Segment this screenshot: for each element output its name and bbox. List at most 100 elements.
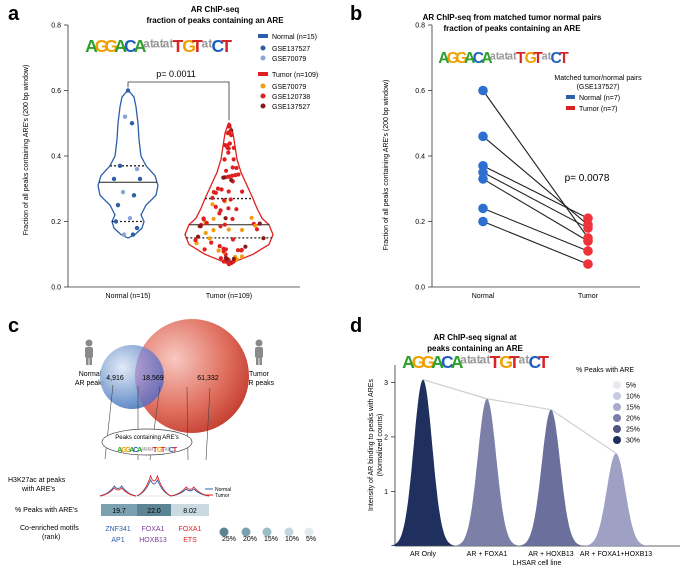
track-legend-normal: Normal bbox=[215, 487, 231, 493]
logo-letter: C bbox=[551, 50, 562, 67]
tumor-data-point bbox=[234, 165, 239, 171]
pair-line bbox=[482, 90, 589, 239]
panel-b: b AR ChIP-seq from matched tumor normal … bbox=[350, 3, 642, 300]
peak-connector-line bbox=[422, 379, 617, 454]
logo-letter: ᵃᵗ bbox=[542, 50, 552, 67]
panel-a-ytick-label: 0.2 bbox=[51, 219, 61, 226]
venn-tumor-label-1: Tumor bbox=[249, 371, 270, 378]
logo-letter: C bbox=[529, 352, 542, 372]
pct-value-3: 8.02 bbox=[183, 508, 197, 515]
tumor-data-point bbox=[227, 141, 232, 146]
logo-letter: T bbox=[192, 36, 203, 56]
tumor-data-point bbox=[227, 123, 232, 128]
tumor-data-point bbox=[204, 220, 209, 226]
tumor-data-point bbox=[202, 247, 207, 252]
pair-line bbox=[482, 178, 589, 242]
logo-letter: T bbox=[173, 445, 178, 454]
pct-scale: 25% 20% 15% 10% 5% bbox=[219, 527, 316, 543]
normal-data-point bbox=[115, 202, 121, 208]
tumor-data-point bbox=[211, 216, 216, 221]
logo-letter: T bbox=[173, 36, 184, 56]
tumor-data-point bbox=[224, 168, 229, 173]
logo-letter: A bbox=[481, 50, 492, 67]
intensity-peak bbox=[519, 409, 583, 546]
pair-line bbox=[482, 207, 589, 252]
legend-normal-header: Normal (n=15) bbox=[272, 34, 317, 41]
tumor-data-point bbox=[239, 254, 245, 259]
track-legend-tumor: Tumor bbox=[215, 493, 230, 499]
normal-data-point bbox=[111, 176, 117, 182]
logo-letter: ᵃᵗ bbox=[470, 352, 481, 372]
normal-data-point bbox=[113, 219, 119, 224]
tumor-data-point bbox=[210, 202, 215, 207]
peaks-box-label: Peaks containing ARE's bbox=[115, 435, 179, 441]
panel-a-ytick-label: 0.6 bbox=[51, 88, 61, 95]
legend-label: 20% bbox=[626, 416, 640, 423]
logo-letter: G bbox=[125, 445, 131, 454]
panel-d-subtitle: peaks containing an ARE bbox=[427, 344, 523, 353]
logo-letter: G bbox=[447, 50, 459, 67]
logo-letter: T bbox=[490, 352, 501, 372]
tumor-data-point bbox=[211, 228, 216, 233]
normal-track bbox=[170, 488, 210, 497]
logo-letter: A bbox=[451, 352, 464, 372]
logo-letter: A bbox=[464, 50, 475, 67]
pct-cell-2 bbox=[137, 504, 171, 516]
tumor-data-point bbox=[207, 236, 212, 241]
motif-label-2: (rank) bbox=[42, 534, 60, 541]
legend-normal-item-2: GSE70079 bbox=[272, 56, 306, 63]
logo-letter: C bbox=[473, 50, 484, 67]
tumor-data-point bbox=[223, 216, 228, 221]
tumor-data-point bbox=[239, 227, 245, 233]
venn-normal-label-1: Normal bbox=[79, 371, 102, 378]
paired-lines bbox=[478, 85, 593, 269]
legend-normal-dot-2 bbox=[260, 55, 266, 61]
panel-b-ytick-label: 0.2 bbox=[415, 219, 425, 226]
panel-d-ytick-label: 1 bbox=[384, 489, 388, 496]
panel-b-legend: Matched tumor/normal pairs (GSE137527) N… bbox=[554, 75, 642, 113]
motif-1-rank-1: ZNF341 bbox=[105, 526, 130, 533]
h3k27ac-tracks bbox=[99, 474, 210, 497]
legend-label: 25% bbox=[626, 427, 640, 434]
logo-letter: G bbox=[456, 50, 468, 67]
tumor-data-point bbox=[210, 195, 215, 200]
motif-3-rank-1: FOXA1 bbox=[179, 526, 202, 533]
tumor-data-point bbox=[229, 133, 234, 138]
panel-d-legend-title: % Peaks with ARE bbox=[576, 367, 634, 374]
normal-data-point bbox=[130, 232, 136, 237]
motif-3-rank-2: ETS bbox=[183, 537, 197, 544]
panel-b-subtitle: fraction of peaks containing an ARE bbox=[443, 24, 581, 33]
scale-20: 20% bbox=[243, 536, 257, 543]
panel-b-ytick-label: 0.0 bbox=[415, 285, 425, 292]
panel-d-label: d bbox=[350, 315, 362, 337]
logo-letter: A bbox=[431, 352, 444, 372]
panel-a: a AR ChIP-seq fraction of peaks containi… bbox=[8, 3, 318, 300]
panel-a-title: AR ChIP-seq bbox=[191, 5, 240, 14]
tumor-data-point bbox=[218, 224, 223, 229]
normal-track bbox=[136, 478, 172, 497]
intensity-peak bbox=[391, 379, 455, 546]
tumor-data-point bbox=[261, 236, 266, 241]
logo-letter: ᵃᵗ bbox=[460, 352, 471, 372]
legend-tumor-item-3: GSE137527 bbox=[272, 104, 310, 111]
tumor-data-point bbox=[240, 189, 245, 194]
legend-swatch bbox=[613, 381, 621, 389]
legend-b-normal-swatch bbox=[566, 95, 575, 99]
panel-b-ytick-label: 0.4 bbox=[415, 154, 425, 161]
violin-quartile-lines bbox=[99, 165, 272, 239]
logo-letter: ᵃᵗ bbox=[165, 445, 170, 454]
tumor-data-point bbox=[213, 190, 218, 195]
violin-points bbox=[111, 88, 266, 267]
venn-count-normal: 4,916 bbox=[106, 375, 124, 382]
logo-letter: T bbox=[161, 445, 166, 454]
tumor-point bbox=[583, 236, 593, 246]
panel-c-label: c bbox=[8, 315, 19, 337]
tumor-data-point bbox=[236, 172, 241, 177]
tumor-data-point bbox=[222, 157, 227, 162]
pct-peaks-label: % Peaks with ARE's bbox=[15, 507, 78, 514]
panel-a-xtick-normal: Normal (n=15) bbox=[106, 293, 151, 300]
normal-data-point bbox=[134, 225, 140, 231]
logo-letter: ᵃᵗ bbox=[480, 352, 491, 372]
panel-d-xtick-label: AR + FOXA1 bbox=[467, 551, 508, 558]
